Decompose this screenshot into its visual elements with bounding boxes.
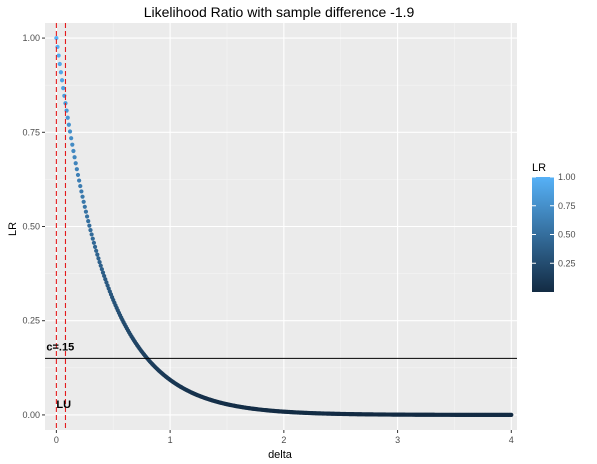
data-point [509, 412, 514, 417]
legend-label: 0.50 [558, 230, 576, 240]
data-point [73, 161, 78, 166]
data-point [58, 70, 64, 75]
data-point [67, 129, 73, 134]
data-point [95, 252, 100, 257]
data-point [83, 209, 89, 214]
data-point [82, 204, 87, 209]
lu-label: LU [56, 399, 71, 411]
chart-title: Likelihood Ratio with sample difference … [144, 4, 415, 20]
x-tick-label: 2 [281, 435, 286, 445]
data-point [98, 263, 103, 268]
data-point [72, 155, 77, 160]
y-axis: 0.00 0.25 0.50 0.75 1.00 [22, 33, 45, 420]
y-tick-label: 1.00 [22, 33, 40, 43]
threshold-label: c=.15 [46, 341, 74, 353]
data-point [81, 199, 86, 204]
legend-label: 0.25 [558, 258, 576, 268]
data-point [71, 148, 76, 154]
legend-title: LR [532, 162, 546, 174]
x-tick-label: 3 [395, 435, 400, 445]
data-point [103, 277, 108, 282]
y-tick-label: 0.25 [22, 316, 40, 326]
data-point [79, 189, 84, 194]
data-points [54, 35, 514, 417]
x-tick-label: 1 [168, 435, 173, 445]
legend-label: 0.75 [558, 201, 576, 211]
data-point [87, 223, 92, 228]
data-point [61, 86, 66, 91]
data-point [84, 214, 90, 219]
legend: LR 0.25 0.50 0.75 1.00 [532, 162, 576, 292]
data-point [96, 256, 101, 261]
plot-panel: c=.15 LU [45, 23, 517, 430]
data-point [91, 240, 97, 245]
reference-lines [45, 23, 517, 430]
data-point [80, 194, 85, 199]
data-point [89, 232, 94, 237]
data-point [54, 35, 59, 41]
data-point [56, 53, 61, 58]
legend-label: 1.00 [558, 172, 576, 182]
data-point [75, 172, 81, 178]
data-point [92, 244, 98, 249]
data-point [100, 270, 106, 275]
data-point [94, 248, 99, 253]
data-point [78, 183, 83, 189]
data-point [102, 273, 107, 279]
data-point [88, 228, 93, 233]
data-point [65, 115, 70, 120]
data-point [59, 78, 65, 83]
annotations: c=.15 LU [46, 341, 74, 411]
legend-colorbar [532, 177, 554, 292]
x-tick-label: 0 [54, 435, 59, 445]
data-point [74, 167, 79, 172]
data-point [77, 178, 82, 183]
y-axis-title: LR [7, 222, 19, 236]
y-tick-label: 0.50 [22, 222, 40, 232]
data-point [99, 267, 104, 272]
data-point [69, 136, 74, 141]
data-point [66, 122, 71, 127]
x-axis: 0 1 2 3 4 [54, 430, 514, 445]
y-tick-label: 0.75 [22, 127, 40, 137]
x-tick-label: 4 [509, 435, 514, 445]
x-axis-title: delta [268, 449, 293, 461]
data-point [97, 259, 102, 265]
data-point [57, 61, 62, 67]
data-point [90, 236, 95, 241]
data-point [86, 219, 91, 224]
data-point [70, 142, 75, 147]
y-tick-label: 0.00 [22, 410, 40, 420]
legend-ticks: 0.25 0.50 0.75 1.00 [532, 172, 576, 268]
